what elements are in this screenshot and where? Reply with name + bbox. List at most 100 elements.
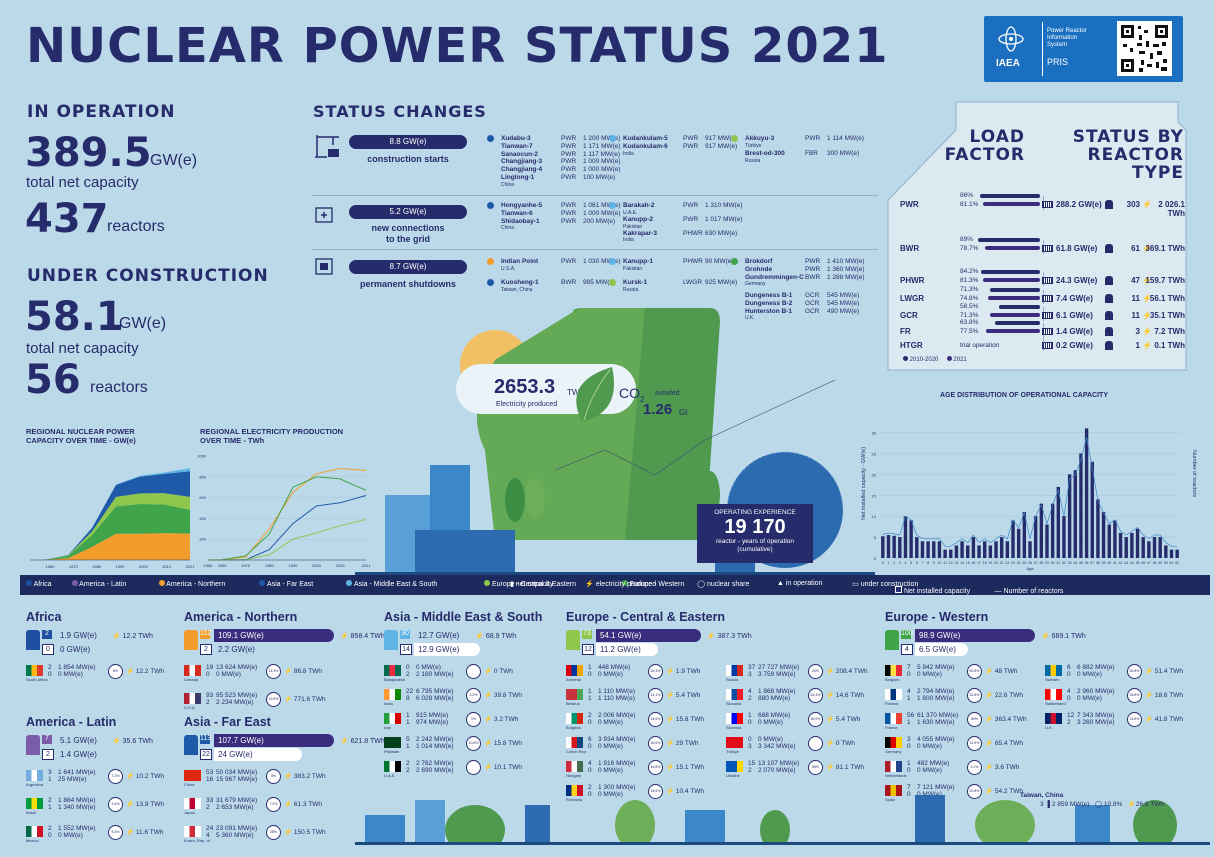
plant-type: BWR bbox=[561, 279, 577, 286]
qr-code-icon[interactable] bbox=[1117, 21, 1172, 76]
country-flag-icon bbox=[184, 826, 201, 837]
construction-starts-india: Kudankulam-5 PWR 917 MW(e) Kudankulam-6 PWR 9… bbox=[609, 135, 737, 157]
country-uc-mw: 0 MW(e) bbox=[1077, 671, 1102, 678]
country-op-units: 2 bbox=[588, 784, 592, 791]
nuclear-share-ring: 7.2% bbox=[266, 797, 281, 812]
plant-entry: Brokdorf PWR 1 410 MW(e) bbox=[745, 258, 865, 266]
country-twh: ⚡ 10.2 TWh bbox=[126, 773, 164, 780]
y-tick-label: 25 bbox=[872, 451, 877, 456]
iaea-emblem-icon bbox=[998, 26, 1024, 52]
country-twh: ⚡ 3.6 TWh bbox=[985, 764, 1020, 771]
country-uc-units: 3 bbox=[748, 743, 752, 750]
x-tick-label: 52 bbox=[1175, 561, 1179, 565]
plant-name: Hongyanhe-5 bbox=[501, 202, 543, 209]
country-flag-icon bbox=[566, 713, 583, 724]
country-flag-icon bbox=[26, 798, 43, 809]
x-tick-label: 13 bbox=[954, 561, 958, 565]
plant-type: PWR bbox=[683, 202, 699, 209]
country-uc-mw: 1 014 MW(e) bbox=[416, 743, 454, 750]
region-op-capacity: 5.1 GW(e) bbox=[60, 736, 97, 745]
country-twh: ⚡ 150.5 TWh bbox=[284, 829, 326, 836]
country-op-units: 4 bbox=[588, 760, 592, 767]
country-twh: ⚡ 11.6 TWh bbox=[126, 829, 164, 836]
city-skyline-illustration bbox=[355, 795, 1210, 845]
region-uc-capacity: 0 GW(e) bbox=[60, 645, 91, 654]
x-tick-label: 48 bbox=[1153, 561, 1157, 565]
plant-type: PHWR bbox=[683, 229, 703, 237]
iaea-pris-logo[interactable]: IAEA Power Reactor Information System PRIS bbox=[984, 16, 1183, 82]
country-name: Bulgaria bbox=[566, 725, 581, 730]
country-uc-units: 3 bbox=[748, 671, 752, 678]
country-uc-units: 2 bbox=[748, 767, 752, 774]
x-tick-label: 47 bbox=[1147, 561, 1151, 565]
country-op-units: 0 bbox=[406, 664, 410, 671]
region-twh: ⚡ 621.8 TWh bbox=[340, 738, 385, 745]
x-tick-label: 26 bbox=[1028, 561, 1032, 565]
country-twh: ⚡ 13.9 TWh bbox=[126, 801, 164, 808]
x-tick-label: 23 bbox=[1011, 561, 1015, 565]
plant-capacity: 300 MW(e) bbox=[827, 150, 860, 157]
plant-entry: Changjiang-4 PWR 1 000 MW(e) bbox=[501, 166, 621, 174]
battery-icon bbox=[1042, 328, 1053, 335]
reactor-type-capacity: 61.8 GW(e) bbox=[1056, 244, 1098, 253]
country-uc-units: 0 bbox=[1067, 695, 1071, 702]
pris-label: PRIS bbox=[1047, 57, 1069, 67]
plant-entry: Kanupp-1 PHWR 90 MW(e) bbox=[623, 258, 734, 266]
reactor-type-label: BWR bbox=[900, 244, 920, 253]
x-tick-label: 34 bbox=[1073, 561, 1077, 565]
country-twh: ⚡ 363.4 TWh bbox=[985, 716, 1027, 723]
region-tower-icon bbox=[26, 630, 40, 650]
x-tick-label: 2010 bbox=[162, 564, 172, 569]
country-flag-icon bbox=[384, 761, 401, 772]
plant-capacity: 200 MW(e) bbox=[583, 217, 616, 225]
electricity-value: 2653.3 bbox=[494, 376, 556, 398]
x-tick-label: 46 bbox=[1141, 561, 1145, 565]
area-asia-far-east bbox=[30, 471, 190, 560]
age-bar bbox=[971, 537, 976, 558]
x-tick-label: 37 bbox=[1090, 561, 1094, 565]
x-tick-label: 1960 bbox=[46, 564, 56, 569]
age-bar bbox=[1135, 528, 1140, 558]
shutdowns-russia: Kursk-1 LWGR 925 MW(e) Russia bbox=[609, 279, 737, 293]
country-name: Switzerland bbox=[1045, 701, 1066, 706]
age-bar bbox=[1090, 461, 1094, 558]
reactor-type-capacity: 288.2 GW(e) bbox=[1056, 200, 1102, 209]
country-uc-units: 0 bbox=[907, 671, 911, 678]
plant-name: Changjiang-3 bbox=[501, 158, 543, 166]
experience-line2: (cumulative) bbox=[737, 546, 773, 553]
age-bar bbox=[966, 545, 970, 558]
country-twh: ⚡ 5.4 TWh bbox=[666, 692, 701, 699]
reactor-type-label: HTGR bbox=[900, 341, 923, 350]
plant-entry: Kursk-1 LWGR 925 MW(e) bbox=[623, 279, 737, 287]
legend-symbol: ▮ net capacity bbox=[510, 581, 554, 588]
region-op-capacity: 54.1 GW(e) bbox=[596, 629, 701, 642]
nuclear-share-ring: 25.3% bbox=[648, 664, 663, 679]
plant-entry: Dungeness B-2 GCR 545 MW(e) bbox=[745, 300, 859, 308]
load-factor-bar-2021 bbox=[987, 296, 1040, 300]
country-op-units: 2 bbox=[48, 825, 52, 832]
x-tick-label: 42 bbox=[1119, 561, 1123, 565]
country-uc-mw: 1 600 MW(e) bbox=[917, 695, 955, 702]
capacity-chart-title: REGIONAL NUCLEAR POWER CAPACITY OVER TIME… bbox=[26, 427, 136, 445]
region-name: Europe - Western bbox=[885, 610, 989, 624]
country-name: Armenia bbox=[566, 677, 581, 682]
age-bar bbox=[1101, 512, 1106, 558]
battery-icon bbox=[1042, 245, 1053, 252]
country-op-mw: 31 679 MW(e) bbox=[216, 797, 258, 804]
reactor-type-twh: 35.1 TWh bbox=[1149, 311, 1185, 320]
country-flag-icon bbox=[726, 761, 743, 772]
region-op-units: 7 bbox=[42, 735, 52, 744]
legend-bar bbox=[20, 575, 1210, 595]
age-bar bbox=[909, 520, 913, 558]
country-twh: ⚡ 22.6 TWh bbox=[985, 692, 1023, 699]
country-op-mw: 915 MW(e) bbox=[416, 712, 449, 719]
battery-icon bbox=[1042, 342, 1053, 349]
plant-name: Kuosheng-1 bbox=[501, 279, 539, 286]
country-op-units: 2 bbox=[48, 664, 52, 671]
age-bar bbox=[1005, 541, 1010, 558]
age-chart-title: AGE DISTRIBUTION OF OPERATIONAL CAPACITY bbox=[940, 392, 1109, 399]
region-op-units: 30 bbox=[400, 630, 410, 639]
age-bar bbox=[1045, 524, 1049, 558]
nuclear-share-ring: 28% bbox=[266, 825, 281, 840]
